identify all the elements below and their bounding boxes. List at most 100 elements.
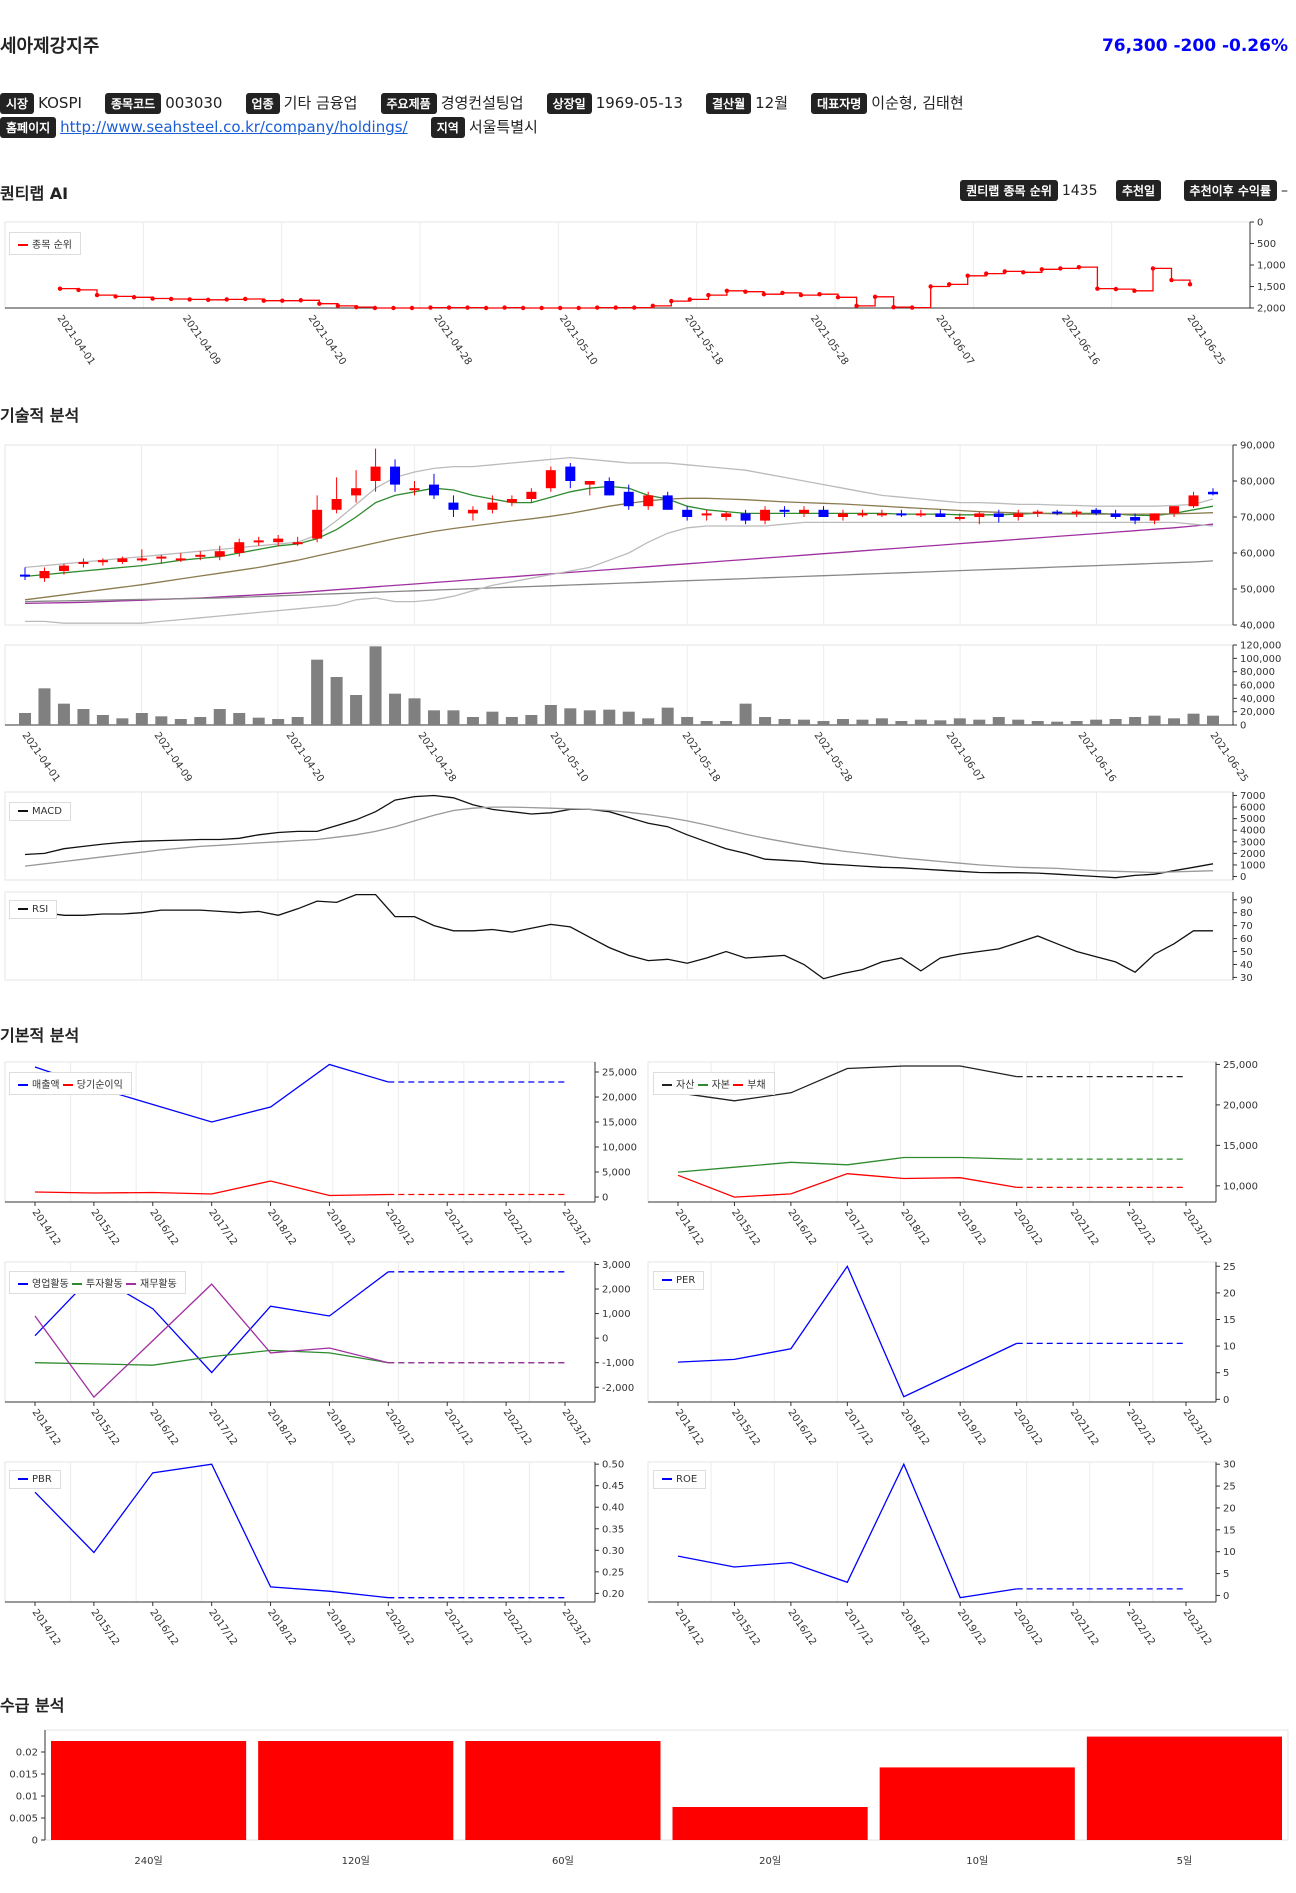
y-tick-label: -2,000 [602, 1383, 634, 1394]
volume-bar [233, 713, 246, 725]
candle-body [506, 499, 517, 503]
volume-bar [564, 708, 577, 725]
rank-point [520, 305, 526, 311]
rank-point [1002, 269, 1007, 274]
volume-bar [895, 721, 908, 725]
x-tick-label: 2021-05-10 [548, 730, 590, 784]
y-tick-label: 4000 [1240, 826, 1265, 837]
volume-bar [1051, 721, 1064, 725]
supply-title: 수급 분석 [0, 1696, 65, 1715]
x-tick-label: 2018/12 [898, 1607, 931, 1647]
info-row-1: 시장 KOSPI 종목코드 003030 업종 기타 금융업 주요제품 경영컨설팅업 상… [0, 92, 982, 114]
rsi-line-RSI [24, 893, 1213, 980]
y-tick-label: 5000 [1240, 814, 1265, 825]
cashflow-line-투자활동 [34, 1349, 389, 1366]
rank-point [706, 292, 711, 298]
legend-label: 당기순이익 [76, 1080, 123, 1091]
candle-body [818, 509, 829, 517]
volume-bar [1090, 719, 1103, 725]
y-tick-label: 5,000 [602, 1168, 631, 1179]
y-tick-label: 70,000 [1240, 513, 1275, 524]
candle-body [1149, 513, 1160, 521]
rank-point [928, 284, 933, 289]
y-tick-label: 2000 [1240, 849, 1265, 860]
candle-body [390, 466, 401, 485]
code-tag: 종목코드 [105, 93, 162, 114]
x-tick-label: 2014/12 [30, 1207, 63, 1247]
legend-label: RSI [32, 904, 49, 915]
x-tick-label: 240일 [134, 1855, 162, 1867]
x-tick-label: 2022/12 [1124, 1607, 1157, 1647]
x-tick-label: 2016/12 [147, 1607, 180, 1647]
y-tick-label: 500 [1257, 239, 1276, 250]
x-tick-label: 2021-05-18 [682, 313, 724, 367]
volume-bar [135, 713, 148, 725]
volume-bar [544, 705, 557, 725]
y-tick-label: 25 [1223, 1262, 1236, 1273]
y-tick-label: 1,500 [1257, 282, 1286, 293]
x-tick-label: 2021/12 [1068, 1207, 1101, 1247]
macd-line-MACD [24, 794, 1214, 879]
y-tick-label: 20,000 [602, 1093, 637, 1104]
rank-point [150, 296, 155, 301]
per-chart: 25 20 15 10 5 0 2014/12 2015/12 2016/12 2017/12 20… [647, 1261, 1236, 1448]
candle-body [175, 558, 186, 561]
y-tick-label: 15 [1223, 1315, 1236, 1326]
x-tick-label: 2016/12 [785, 1407, 818, 1447]
y-tick-label: 15,000 [1223, 1141, 1258, 1152]
rank-point [557, 305, 563, 311]
rank-point [1076, 264, 1082, 270]
y-tick-label: 70 [1240, 921, 1253, 932]
volume-bar [330, 677, 343, 725]
x-tick-label: 2016/12 [785, 1207, 818, 1247]
legend-label: 종목 순위 [32, 240, 72, 251]
current-price: 76,300 [1101, 36, 1168, 56]
rank-point [187, 297, 192, 302]
x-tick-label: 2021-04-20 [306, 313, 348, 367]
balance-line-자산 [677, 1065, 1017, 1102]
candle-body [1208, 491, 1218, 495]
x-tick-label: 2018/12 [265, 1207, 298, 1247]
y-tick-label: 5 [1223, 1368, 1229, 1379]
legend-label: PBR [32, 1474, 52, 1485]
rank-point [261, 298, 266, 303]
x-tick-label: 2014/12 [673, 1607, 706, 1647]
homepage-link[interactable]: http://www.seahsteel.co.kr/company/holdi… [60, 118, 408, 136]
x-tick-label: 2021-06-07 [944, 730, 986, 784]
volume-bar [1012, 719, 1025, 725]
y-tick-label: 10,000 [1223, 1181, 1258, 1192]
plot-frame [4, 644, 1234, 726]
balance-legend: 자산 자본 부채 [653, 1072, 775, 1095]
legend-swatch [662, 1084, 672, 1086]
candle-body [1013, 513, 1024, 517]
x-tick-label: 2021/12 [1068, 1607, 1101, 1647]
volume-bar [778, 719, 791, 725]
roe-legend: ROE [653, 1470, 707, 1489]
candle-body [1032, 511, 1043, 514]
candle-body [234, 542, 245, 553]
y-tick-label: 20,000 [1240, 707, 1275, 718]
y-tick-label: 1,000 [1257, 261, 1286, 272]
candle-body [701, 513, 712, 516]
y-tick-label: 40,000 [1240, 694, 1275, 705]
rank-point [94, 292, 100, 298]
ceo-value: 이순형, 김태현 [871, 94, 964, 112]
x-tick-label: 2022/12 [1124, 1207, 1157, 1247]
rank-point [872, 294, 878, 300]
candle-body [1188, 495, 1199, 507]
x-tick-label: 2021-04-09 [152, 730, 194, 784]
volume-bar [447, 710, 460, 725]
fundamental-title: 기본적 분석 [0, 1026, 80, 1045]
ma-line-BB_upper [24, 456, 1214, 569]
volume-bar [875, 718, 888, 725]
ma-line-MA20 [24, 497, 1214, 601]
x-tick-label: 2021/12 [442, 1607, 475, 1647]
x-tick-label: 60일 [552, 1855, 574, 1867]
plot-frame [4, 444, 1234, 626]
volume-bar [350, 695, 363, 725]
legend-swatch [72, 1283, 82, 1285]
y-tick-label: 0 [1257, 218, 1263, 229]
candle-body [896, 513, 907, 516]
candle-body [273, 538, 284, 543]
x-tick-label: 2023/12 [1181, 1407, 1214, 1447]
